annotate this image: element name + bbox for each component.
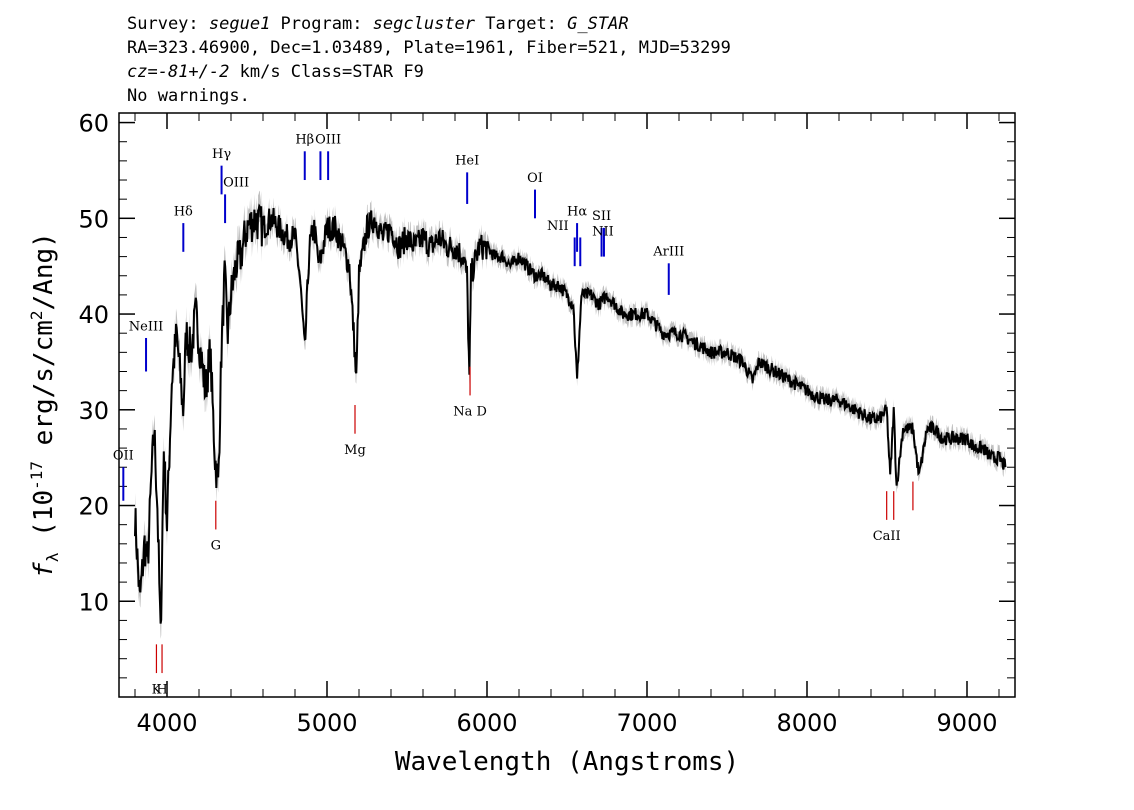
- x-tick-label: 4000: [136, 709, 197, 737]
- y-axis-title-part: λ: [43, 552, 62, 562]
- x-tick-label: 9000: [936, 709, 997, 737]
- line-marker-label: OII: [113, 449, 134, 464]
- line-marker-label: OIII: [223, 176, 249, 191]
- header-line-survey-part: Program:: [270, 14, 372, 34]
- x-axis-title: Wavelength (Angstroms): [395, 747, 739, 777]
- header-line-redshift-part: -81+/-2: [158, 62, 230, 82]
- header-line-redshift: cz=-81+/-2 km/s Class=STAR F9: [127, 62, 424, 82]
- x-axis: 4000 5000 6000 7000 8000 9000: [134, 113, 1000, 737]
- y-axis-title-part: -17: [27, 461, 46, 490]
- y-axis-title-part: erg/s/cm: [29, 320, 59, 461]
- line-marker-label: OI: [527, 171, 543, 186]
- line-marker-label: K: [152, 682, 162, 697]
- y-axis: 10 20 30 40 50 60: [78, 110, 1015, 679]
- header-line-survey-part: segue1: [209, 14, 270, 34]
- line-marker-label: CaII: [873, 529, 901, 544]
- y-tick-label: 30: [78, 397, 109, 425]
- line-marker-label: ArIII: [652, 245, 684, 260]
- header-line-coordinates: RA=323.46900, Dec=1.03489, Plate=1961, F…: [127, 38, 731, 58]
- line-marker-label: HeI: [455, 154, 479, 169]
- y-tick-label: 10: [78, 588, 109, 616]
- x-tick-label: 5000: [296, 709, 357, 737]
- x-tick-label: 8000: [776, 709, 837, 737]
- header-line-survey-part: segcluster: [373, 14, 476, 34]
- plot-area: [134, 190, 1007, 639]
- y-tick-label: 50: [78, 205, 109, 233]
- line-marker-label: OIII: [315, 133, 341, 148]
- y-axis-title: fλ (10-17 erg/s/cm2/Ang): [27, 232, 62, 578]
- line-marker-label: Na D: [453, 405, 487, 420]
- flux-line: [134, 203, 1007, 624]
- y-tick-label: 40: [78, 301, 109, 329]
- header-line-survey-part: G_STAR: [567, 14, 628, 34]
- plot-frame: [118, 112, 1016, 698]
- header-line-survey: Survey: segue1 Program: segcluster Targe…: [127, 14, 629, 34]
- line-marker-label: NII: [547, 219, 569, 234]
- line-marker-label: NII: [592, 225, 614, 240]
- x-tick-label: 6000: [456, 709, 517, 737]
- x-tick-label: 7000: [616, 709, 677, 737]
- line-marker-label: H: [156, 682, 167, 697]
- header-block: Survey: segue1 Program: segcluster Targe…: [127, 14, 731, 106]
- header-line-warnings: No warnings.: [127, 86, 250, 106]
- y-axis-title-part: f: [29, 562, 59, 578]
- line-marker-label: Mg: [344, 443, 366, 458]
- header-line-redshift-part: cz=: [127, 62, 158, 82]
- line-marker-label: G: [211, 539, 221, 554]
- y-tick-label: 60: [78, 110, 109, 138]
- header-line-survey-part: Target:: [475, 14, 567, 34]
- line-marker-label: Hγ: [212, 147, 231, 162]
- y-axis-title-part: (10: [29, 490, 59, 553]
- line-marker-label: Hα: [567, 204, 587, 219]
- line-marker-label: NeIII: [129, 319, 163, 334]
- y-tick-label: 20: [78, 493, 109, 521]
- y-axis-title-part: 2: [27, 310, 46, 320]
- header-line-redshift-part: km/s Class=STAR F9: [229, 62, 423, 82]
- line-marker-label: SII: [592, 209, 611, 224]
- y-axis-title-part: /Ang): [29, 232, 59, 310]
- line-marker-label: Hδ: [174, 204, 193, 219]
- header-line-survey-part: Survey:: [127, 14, 209, 34]
- plot-content: [134, 190, 1007, 639]
- line-marker-label: Hβ: [295, 133, 314, 148]
